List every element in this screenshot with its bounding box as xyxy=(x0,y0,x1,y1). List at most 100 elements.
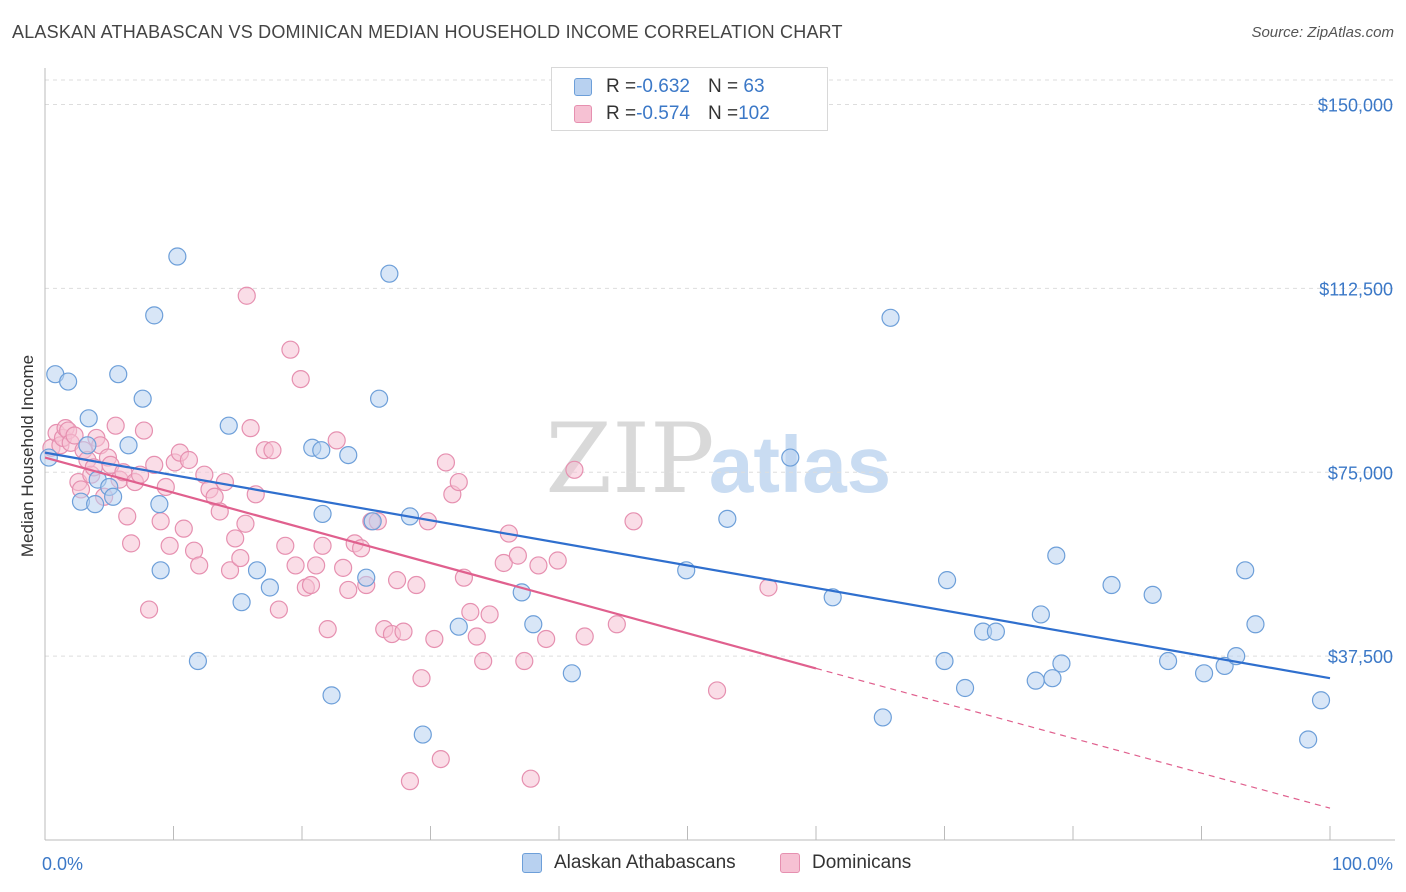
athabascan-point xyxy=(1215,656,1234,676)
dominican-point xyxy=(281,340,300,359)
watermark-atlas: atlas xyxy=(709,420,891,509)
dominican-point xyxy=(508,546,527,565)
dominican-point xyxy=(121,534,141,553)
dominican-point xyxy=(160,536,179,555)
dominican-point xyxy=(286,556,305,575)
dominican-point xyxy=(529,556,548,575)
dominican-point xyxy=(467,627,486,646)
athabascan-point xyxy=(1194,664,1214,683)
athabascan-point xyxy=(151,561,170,580)
athabascan-point xyxy=(1236,561,1255,580)
dominican-point xyxy=(179,450,199,470)
dominican-point xyxy=(276,536,295,555)
dominican-point xyxy=(301,575,321,595)
athabascan-point xyxy=(357,568,376,587)
athabascan-point xyxy=(78,436,97,455)
athabascan-point xyxy=(1311,691,1331,710)
legend-n-value: 63 xyxy=(738,76,765,97)
dominican-point xyxy=(494,553,513,573)
correlation-legend: R = -0.632 N = 63 R = -0.574 N = 102 xyxy=(551,67,828,131)
y-tick-label: $112,500 xyxy=(1319,279,1393,299)
dominican-point xyxy=(106,416,125,435)
dominican-point xyxy=(134,421,154,440)
athabascan-point xyxy=(935,651,954,671)
dominican-point xyxy=(65,426,84,445)
dominican-point xyxy=(174,519,193,538)
athabascan-point xyxy=(339,445,358,465)
y-tick-label: $150,000 xyxy=(1318,96,1393,116)
legend-r-value: -0.574 xyxy=(636,103,690,124)
athabascan-point xyxy=(232,593,251,612)
dominican-point xyxy=(307,556,326,575)
pink-swatch xyxy=(780,853,800,873)
dominican-point xyxy=(269,600,288,619)
athabascan-point xyxy=(322,686,341,705)
bottom-legend-label: Alaskan Athabascans xyxy=(554,852,736,873)
dominican-point xyxy=(291,369,310,389)
athabascan-point xyxy=(219,416,238,435)
dominican-point xyxy=(480,605,499,624)
dominican-point xyxy=(334,558,353,577)
trend-lines xyxy=(44,451,1331,809)
x-tick-label-max: 100.0% xyxy=(1332,854,1393,874)
dominican-point xyxy=(400,772,420,791)
athabascan-point xyxy=(1052,654,1071,673)
dominican-point xyxy=(575,627,594,646)
dominican-point xyxy=(118,507,137,526)
athabascan-point xyxy=(524,615,543,634)
dominican-point xyxy=(151,512,170,531)
dominican-trend-line xyxy=(44,456,817,670)
athabascan-point xyxy=(145,306,164,325)
dominican-point xyxy=(313,536,332,555)
athabascan-point xyxy=(109,365,128,384)
legend-n-label: N = xyxy=(707,103,739,124)
dominican-point xyxy=(431,749,450,769)
athabascan-point xyxy=(718,509,737,528)
legend-r-label: R = xyxy=(606,103,637,124)
dominican-point xyxy=(145,455,164,475)
athabascan-point xyxy=(1026,671,1045,690)
athabascan-point xyxy=(1299,730,1318,749)
bottom-legend-label: Dominicans xyxy=(812,852,912,873)
athabascan-point xyxy=(1043,669,1062,688)
tick-labels: $37,500 $75,000 $112,500 $150,000 0.0% 100.0% xyxy=(42,96,1393,874)
dominican-point xyxy=(537,629,556,649)
dominican-point xyxy=(565,460,584,479)
athabascan-point xyxy=(312,441,331,460)
legend-r-value: -0.632 xyxy=(636,76,690,97)
bottom-legend-athabascans: Alaskan Athabascans xyxy=(522,852,736,874)
athabascan-point xyxy=(104,487,123,506)
blue-swatch xyxy=(522,853,542,873)
legend-n-value: 102 xyxy=(738,103,770,124)
dominican-point xyxy=(237,286,256,305)
dominican-point xyxy=(352,539,371,558)
dominican-point xyxy=(425,629,444,649)
athabascan-point xyxy=(247,561,267,580)
pink-swatch xyxy=(574,105,592,123)
athabascan-point xyxy=(1158,651,1178,671)
bottom-legend-dominicans: Dominicans xyxy=(780,852,911,874)
athabascan-point xyxy=(562,664,581,683)
athabascan-point xyxy=(955,678,975,698)
athabascan-point xyxy=(188,651,208,671)
athabascan-point xyxy=(1143,585,1162,604)
athabascan-point xyxy=(1246,615,1265,634)
athabascan-point xyxy=(260,578,279,597)
watermark: ZIP atlas xyxy=(545,403,891,515)
athabascan-point xyxy=(380,264,399,283)
athabascan-point xyxy=(133,389,152,408)
y-tick-label: $75,000 xyxy=(1328,463,1393,483)
athabascan-point xyxy=(79,409,98,428)
athabascan-point xyxy=(881,308,900,327)
dominican-point xyxy=(139,600,159,619)
dominican-point xyxy=(231,548,250,568)
dominican-point xyxy=(474,651,493,671)
dominican-point xyxy=(624,512,643,531)
dominican-point xyxy=(263,441,282,460)
athabascan-point xyxy=(449,617,468,636)
dominican-point xyxy=(318,620,337,639)
legend-row-athabascans: R = -0.632 N = 63 xyxy=(574,75,765,99)
athabascan-point xyxy=(363,512,382,531)
legend-row-dominicans: R = -0.574 N = 102 xyxy=(574,102,770,126)
